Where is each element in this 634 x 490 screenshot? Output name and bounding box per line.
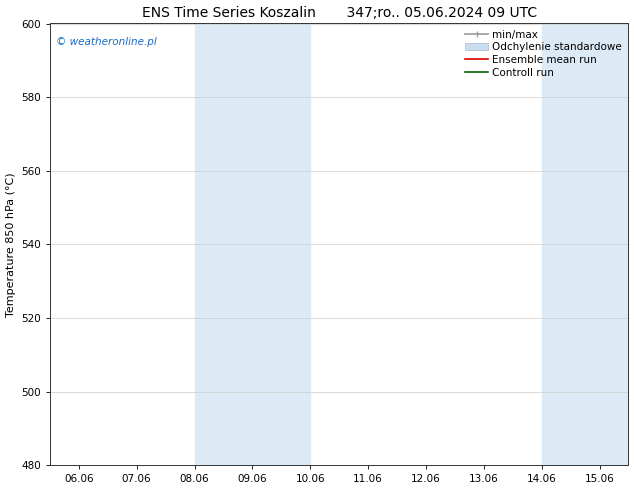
Title: ENS Time Series Koszalin       347;ro.. 05.06.2024 09 UTC: ENS Time Series Koszalin 347;ro.. 05.06.… bbox=[141, 5, 537, 20]
Bar bbox=[195, 24, 310, 465]
Legend: min/max, Odchylenie standardowe, Ensemble mean run, Controll run: min/max, Odchylenie standardowe, Ensembl… bbox=[461, 25, 626, 82]
Bar bbox=[541, 24, 628, 465]
Text: © weatheronline.pl: © weatheronline.pl bbox=[56, 37, 157, 47]
Y-axis label: Temperature 850 hPa (°C): Temperature 850 hPa (°C) bbox=[6, 172, 16, 317]
